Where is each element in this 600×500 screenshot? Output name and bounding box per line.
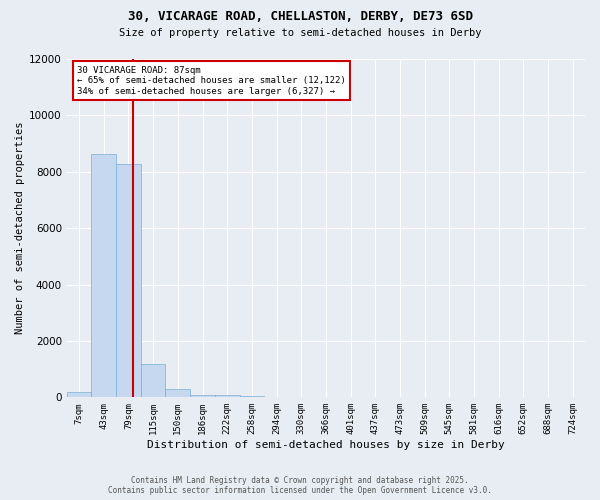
Bar — [67, 392, 91, 398]
X-axis label: Distribution of semi-detached houses by size in Derby: Distribution of semi-detached houses by … — [147, 440, 505, 450]
Bar — [166, 388, 190, 398]
Bar — [190, 394, 215, 398]
Text: 30, VICARAGE ROAD, CHELLASTON, DERBY, DE73 6SD: 30, VICARAGE ROAD, CHELLASTON, DERBY, DE… — [128, 10, 473, 23]
Bar — [239, 396, 264, 398]
Bar — [215, 395, 239, 398]
Text: 30 VICARAGE ROAD: 87sqm
← 65% of semi-detached houses are smaller (12,122)
34% o: 30 VICARAGE ROAD: 87sqm ← 65% of semi-de… — [77, 66, 346, 96]
Y-axis label: Number of semi-detached properties: Number of semi-detached properties — [15, 122, 25, 334]
Text: Contains HM Land Registry data © Crown copyright and database right 2025.
Contai: Contains HM Land Registry data © Crown c… — [108, 476, 492, 495]
Bar — [116, 164, 141, 398]
Text: Size of property relative to semi-detached houses in Derby: Size of property relative to semi-detach… — [119, 28, 481, 38]
Bar — [141, 364, 166, 398]
Bar — [91, 154, 116, 398]
